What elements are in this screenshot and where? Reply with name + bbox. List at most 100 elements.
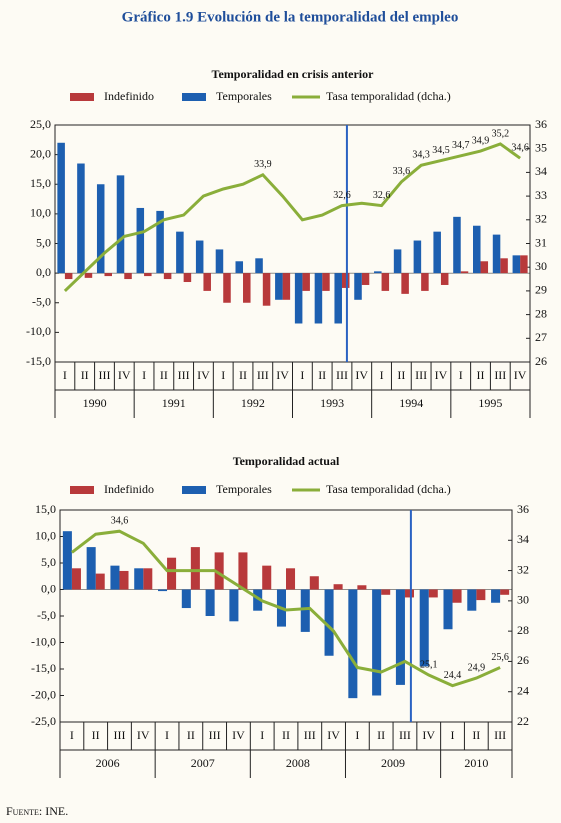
y2-tick-label: 29 (535, 283, 547, 297)
y-tick-label: -15,0 (26, 354, 51, 368)
year-label: 2008 (286, 756, 310, 770)
x-tick-label: IV (276, 368, 289, 382)
bar (282, 273, 291, 300)
bar (512, 255, 521, 274)
y2-tick-label: 28 (535, 306, 547, 320)
bar (300, 589, 310, 632)
bar (361, 273, 370, 285)
bar (110, 565, 120, 590)
x-tick-label: II (239, 368, 247, 382)
bar (473, 225, 481, 274)
bar (262, 565, 272, 590)
x-tick-label: I (451, 728, 455, 742)
bar (84, 273, 93, 278)
page-title: Gráfico 1.9 Evolución de la temporalidad… (122, 9, 459, 25)
x-tick-label: III (336, 368, 348, 382)
x-tick-label: I (70, 728, 74, 742)
y2-tick-label: 33 (535, 188, 547, 202)
source: Fuente: INE. (6, 804, 68, 818)
bar (404, 589, 414, 598)
bar (229, 589, 239, 622)
bar (235, 261, 244, 274)
x-tick-label: III (209, 728, 221, 742)
bar (158, 589, 168, 592)
bar (334, 273, 342, 324)
x-tick-label: III (257, 368, 269, 382)
bar (500, 589, 510, 595)
bar (302, 273, 310, 291)
y-tick-label: 10,0 (35, 528, 56, 542)
year-label: 2009 (381, 756, 405, 770)
bar (286, 568, 296, 590)
y-tick-label: 20,0 (30, 146, 51, 160)
y-tick-label: -25,0 (31, 714, 56, 728)
bar (492, 234, 501, 274)
y-tick-label: 0,0 (41, 581, 56, 595)
bar (116, 175, 125, 274)
legend-swatch (182, 486, 206, 494)
y-tick-label: -10,0 (31, 634, 56, 648)
year-label: 1992 (241, 396, 265, 410)
bar (136, 207, 145, 274)
bar (309, 576, 319, 590)
legend-label: Tasa temporalidad (dcha.) (326, 482, 451, 496)
x-tick-label: I (165, 728, 169, 742)
bar (354, 273, 362, 300)
x-tick-label: IV (197, 368, 210, 382)
y-tick-label: -5,0 (32, 295, 51, 309)
x-tick-label: IV (422, 728, 435, 742)
x-tick-label: I (300, 368, 304, 382)
y-tick-label: -5,0 (37, 608, 56, 622)
data-label: 33,9 (254, 159, 272, 170)
chart-subtitle: Temporalidad actual (233, 454, 340, 468)
x-tick-label: II (160, 368, 168, 382)
bar (156, 210, 164, 274)
bar (215, 249, 224, 274)
x-tick-label: I (459, 368, 463, 382)
bar (348, 589, 358, 699)
y-tick-label: 5,0 (41, 555, 56, 569)
legend-swatch (70, 93, 94, 101)
data-label: 34,6 (111, 515, 129, 526)
bar (183, 273, 192, 283)
data-label: 24,4 (444, 670, 462, 681)
y2-tick-label: 26 (517, 653, 529, 667)
data-label: 32,6 (333, 190, 351, 201)
year-label: 2007 (191, 756, 215, 770)
y2-tick-label: 30 (517, 593, 529, 607)
x-tick-label: I (380, 368, 384, 382)
y-tick-label: 10,0 (30, 206, 51, 220)
data-label: 34,7 (452, 140, 470, 151)
legend-label: Indefinido (104, 89, 154, 103)
bar (95, 573, 105, 590)
y2-tick-label: 30 (535, 259, 547, 273)
x-tick-label: II (318, 368, 326, 382)
bar (491, 589, 501, 603)
x-tick-label: III (113, 728, 125, 742)
bar (381, 273, 390, 291)
bar (433, 231, 441, 274)
bar (341, 273, 350, 288)
y2-tick-label: 28 (517, 623, 529, 637)
bar (428, 589, 438, 598)
bar (253, 589, 263, 611)
data-label: 34,3 (412, 150, 430, 161)
year-label: 1993 (320, 396, 344, 410)
y2-tick-label: 22 (517, 714, 529, 728)
bar (324, 589, 334, 656)
y2-tick-label: 32 (535, 212, 547, 226)
x-tick-label: II (477, 368, 485, 382)
x-tick-label: II (92, 728, 100, 742)
bar (243, 273, 251, 303)
year-label: 2006 (96, 756, 120, 770)
data-label: 25,6 (491, 652, 509, 663)
x-tick-label: IV (327, 728, 340, 742)
y2-tick-label: 35 (535, 140, 547, 154)
x-tick-label: I (63, 368, 67, 382)
bar (238, 552, 248, 590)
y-tick-label: -10,0 (26, 324, 51, 338)
bar (176, 231, 184, 274)
bar (467, 589, 477, 611)
y-tick-label: 25,0 (30, 117, 51, 131)
bar (205, 589, 215, 616)
